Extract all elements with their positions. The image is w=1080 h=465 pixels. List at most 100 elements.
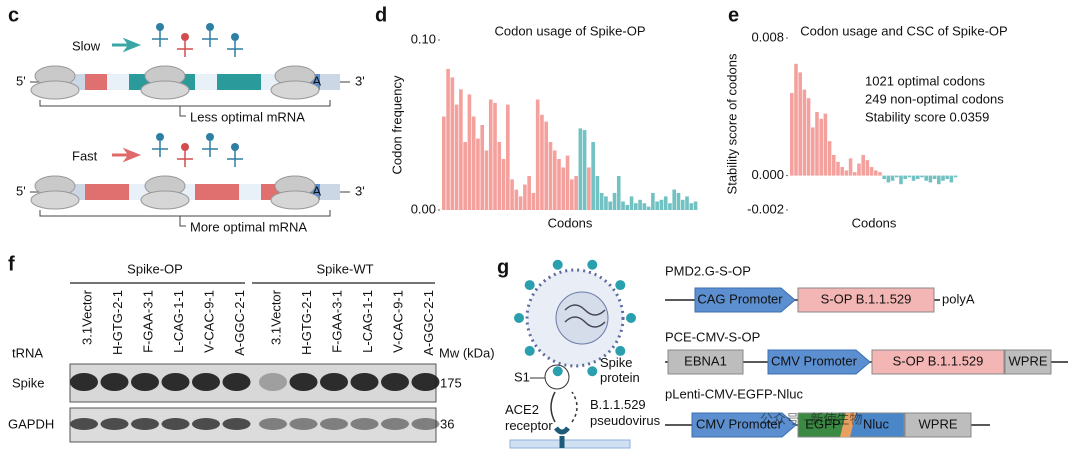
- bar: [510, 179, 514, 210]
- lane-label: V-CAC-9-1: [201, 290, 216, 353]
- band: [161, 418, 190, 430]
- band: [222, 373, 251, 391]
- band: [222, 418, 251, 430]
- bar: [949, 175, 954, 183]
- label: d: [375, 4, 387, 26]
- element: [667, 349, 744, 375]
- bar: [514, 189, 519, 210]
- band: [350, 418, 379, 430]
- label: Spike-OP: [127, 261, 183, 276]
- bar: [599, 193, 604, 210]
- y-tick-label: 0.00: [411, 201, 436, 216]
- band: [259, 373, 287, 391]
- bar: [911, 175, 916, 181]
- label-line: receptor: [505, 418, 553, 433]
- label: g: [497, 256, 509, 278]
- bar: [903, 175, 907, 180]
- codon: [217, 184, 239, 200]
- label: Spike: [12, 375, 45, 390]
- label: CAG Promoter: [697, 291, 783, 306]
- label: Fast: [72, 148, 98, 163]
- bar: [882, 175, 886, 180]
- ribosome: [140, 80, 190, 100]
- bar: [476, 138, 480, 210]
- trna: [227, 41, 243, 57]
- bar: [937, 175, 941, 185]
- bar: [865, 160, 870, 176]
- bar: [450, 77, 455, 211]
- codon: [239, 184, 261, 200]
- bar: [840, 167, 844, 176]
- bar: [480, 125, 485, 210]
- label: WPRE: [1009, 353, 1048, 368]
- label: S1: [514, 369, 530, 384]
- band: [192, 373, 220, 391]
- band: [100, 373, 129, 391]
- label: Stability score of codons: [724, 53, 739, 194]
- linker: [840, 413, 856, 437]
- trna: [206, 23, 214, 31]
- bar: [689, 203, 694, 210]
- bar: [907, 175, 912, 178]
- codon: [195, 74, 217, 90]
- element: [797, 287, 935, 313]
- label: EGFP: [805, 416, 840, 431]
- bar: [806, 98, 811, 176]
- label: EBNA1: [684, 353, 727, 368]
- bar: [552, 150, 557, 210]
- bar: [932, 175, 937, 180]
- bar: [651, 193, 655, 210]
- trna: [227, 151, 243, 167]
- label: Codon usage and CSC of Spike-OP: [800, 23, 1007, 38]
- label: Codons: [548, 215, 593, 230]
- spike: [587, 259, 598, 270]
- label: CMV Promoter: [696, 416, 783, 431]
- bar: [815, 111, 819, 176]
- codon: [195, 184, 217, 200]
- band: [289, 418, 318, 430]
- bar: [827, 141, 832, 176]
- bar: [608, 201, 613, 210]
- band: [411, 373, 440, 391]
- bar: [794, 63, 798, 176]
- bar: [540, 114, 544, 210]
- bar: [811, 127, 815, 176]
- promoter: [691, 412, 797, 438]
- lane-label: F-GAA-3-1: [329, 290, 344, 353]
- annotation: 1021 optimal codons: [865, 73, 985, 88]
- bar: [548, 142, 553, 210]
- label: Mw (kDa): [439, 345, 495, 360]
- lane-label: A-GGC-2-1: [232, 290, 247, 356]
- label: PMD2.G-S-OP: [665, 263, 751, 278]
- s1-ring: [544, 364, 570, 390]
- ribosome: [270, 190, 320, 210]
- bar: [578, 128, 583, 210]
- ribosome: [140, 190, 190, 210]
- bar: [857, 163, 861, 176]
- label: e: [728, 4, 739, 26]
- bar: [634, 203, 638, 210]
- element: [847, 412, 905, 438]
- label: B.1.1.529 pseudovirus: [590, 397, 661, 428]
- bar: [874, 170, 878, 176]
- trna: [152, 141, 168, 157]
- label: Codon usage of Spike-OP: [494, 23, 645, 38]
- trna: [177, 41, 193, 57]
- bar: [523, 184, 527, 210]
- lane-label: V-CAC-9-1: [390, 290, 405, 353]
- label: S-OP B.1.1.529: [893, 353, 984, 368]
- bar: [442, 116, 446, 210]
- bar: [501, 159, 506, 210]
- y-tick-label: 0.000: [751, 167, 784, 182]
- band: [411, 418, 440, 430]
- bar: [886, 175, 891, 183]
- bar: [471, 116, 476, 210]
- arrow: [550, 391, 556, 423]
- label: 5': [16, 183, 26, 198]
- trna: [152, 31, 168, 47]
- spike: [552, 366, 563, 377]
- trna: [202, 31, 218, 47]
- bar: [798, 72, 802, 176]
- label: 5': [16, 73, 26, 88]
- bar: [518, 196, 523, 210]
